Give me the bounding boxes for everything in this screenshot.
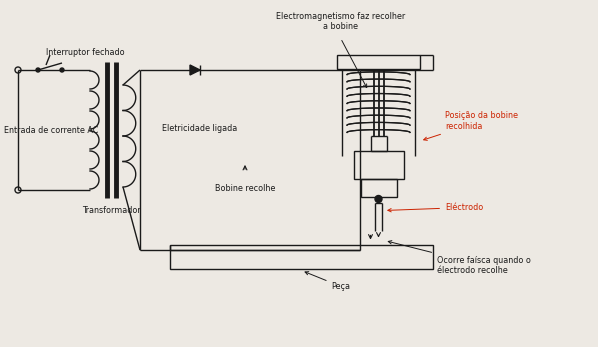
Text: Bobine recolhe: Bobine recolhe <box>215 184 275 193</box>
Circle shape <box>375 195 382 203</box>
Text: Electromagnetismo faz recolher
a bobine: Electromagnetismo faz recolher a bobine <box>276 12 405 31</box>
Text: Interruptor fechado: Interruptor fechado <box>46 48 124 57</box>
Bar <box>170 245 433 269</box>
Bar <box>337 55 420 69</box>
Text: Transformador: Transformador <box>82 206 141 215</box>
Polygon shape <box>190 65 200 75</box>
Circle shape <box>36 68 40 72</box>
Bar <box>353 151 404 179</box>
Text: Peça: Peça <box>305 272 350 291</box>
Text: Eletricidade ligada: Eletricidade ligada <box>162 124 237 133</box>
Bar <box>361 179 396 197</box>
Text: Ocorre faísca quando o
électrodo recolhe: Ocorre faísca quando o électrodo recolhe <box>388 240 531 275</box>
Circle shape <box>60 68 64 72</box>
Text: Entrada de corrente AC: Entrada de corrente AC <box>4 126 99 135</box>
Text: Posição da bobine
recolhida: Posição da bobine recolhida <box>423 111 518 140</box>
Text: Eléctrodo: Eléctrodo <box>388 203 483 212</box>
